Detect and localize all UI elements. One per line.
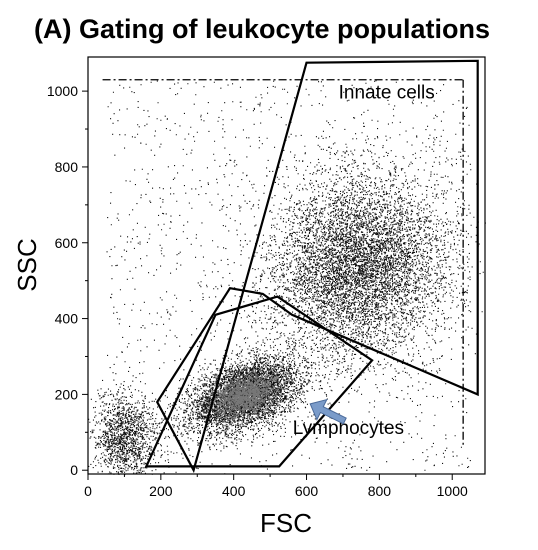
- lymphocytes-gate-label: Lymphocytes: [293, 418, 404, 439]
- x-tick-label: 0: [84, 483, 92, 499]
- y-tick-label: 0: [70, 462, 78, 478]
- y-tick-label: 1000: [47, 83, 78, 99]
- y-axis-title: SSC: [12, 238, 42, 291]
- y-tick-label: 800: [55, 159, 79, 175]
- plot-frame: [87, 56, 486, 475]
- lymphocytes-gate: [144, 295, 374, 468]
- x-tick-label: 600: [295, 483, 319, 499]
- x-axis: 0 200 400 600 800 1000: [84, 474, 468, 499]
- scatter-point-cloud: [88, 80, 486, 476]
- chart-title: (A) Gating of leukocyte populations: [34, 14, 490, 44]
- x-tick-label: 800: [368, 483, 392, 499]
- y-tick-label: 200: [55, 386, 79, 402]
- y-tick-label: 600: [55, 235, 79, 251]
- innate-cells-gate-label: Innate cells: [339, 83, 435, 104]
- x-tick-label: 1000: [437, 483, 468, 499]
- annotations: Innate cells Lymphocytes: [293, 83, 435, 439]
- y-tick-label: 400: [55, 311, 79, 327]
- arrow-shape: [309, 398, 347, 425]
- x-axis-title: FSC: [260, 508, 312, 538]
- lymphocytes-arrow: [309, 398, 347, 425]
- scatter-points: [88, 79, 486, 476]
- gates: [144, 59, 479, 474]
- x-tick-label: 400: [222, 483, 246, 499]
- y-axis: 0 200 400 600 800 1000: [47, 83, 88, 478]
- innate-cells-gate: [155, 59, 479, 474]
- x-tick-label: 200: [149, 483, 173, 499]
- lymphocyte-dense-core: [196, 355, 296, 426]
